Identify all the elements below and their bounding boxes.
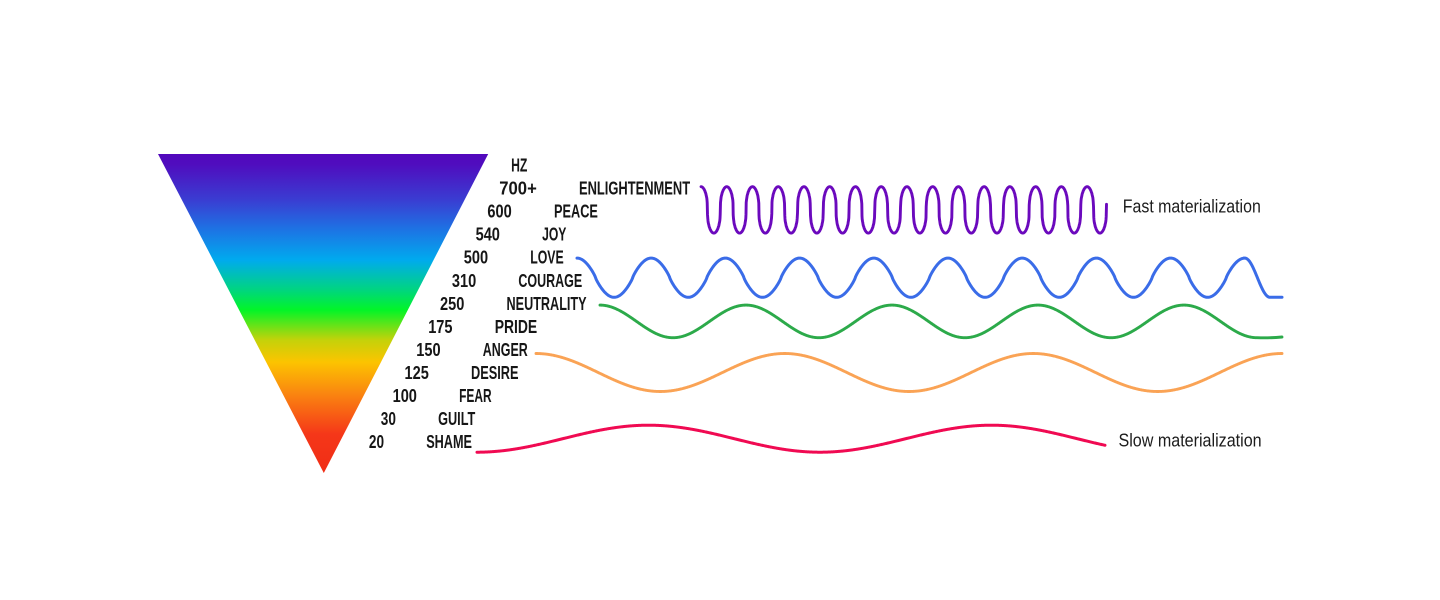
svg-text:540: 540	[476, 225, 500, 246]
svg-text:FEAR: FEAR	[459, 386, 492, 407]
svg-text:COURAGE: COURAGE	[518, 271, 582, 292]
svg-text:500: 500	[464, 248, 488, 269]
svg-text:GUILT: GUILT	[438, 409, 476, 430]
svg-text:ENLIGHTENMENT: ENLIGHTENMENT	[579, 179, 690, 200]
svg-text:LOVE: LOVE	[530, 248, 564, 269]
svg-text:125: 125	[405, 363, 429, 384]
svg-text:700+: 700+	[499, 179, 537, 200]
svg-text:ANGER: ANGER	[483, 340, 528, 361]
svg-text:HZ: HZ	[511, 156, 527, 177]
svg-text:250: 250	[440, 294, 464, 315]
svg-text:150: 150	[416, 340, 440, 361]
svg-text:JOY: JOY	[542, 225, 567, 246]
svg-text:DESIRE: DESIRE	[471, 363, 519, 384]
svg-text:100: 100	[393, 386, 417, 407]
svg-text:20: 20	[369, 432, 384, 453]
svg-text:Fast materialization: Fast materialization	[1123, 197, 1261, 217]
svg-text:NEUTRALITY: NEUTRALITY	[507, 294, 587, 315]
svg-text:PEACE: PEACE	[554, 202, 598, 223]
svg-text:SHAME: SHAME	[426, 432, 472, 453]
svg-text:Slow materialization: Slow materialization	[1119, 430, 1262, 450]
svg-text:175: 175	[428, 317, 452, 338]
svg-text:310: 310	[452, 271, 476, 292]
svg-text:600: 600	[487, 202, 511, 223]
svg-text:30: 30	[381, 409, 396, 430]
svg-text:PRIDE: PRIDE	[495, 317, 538, 338]
